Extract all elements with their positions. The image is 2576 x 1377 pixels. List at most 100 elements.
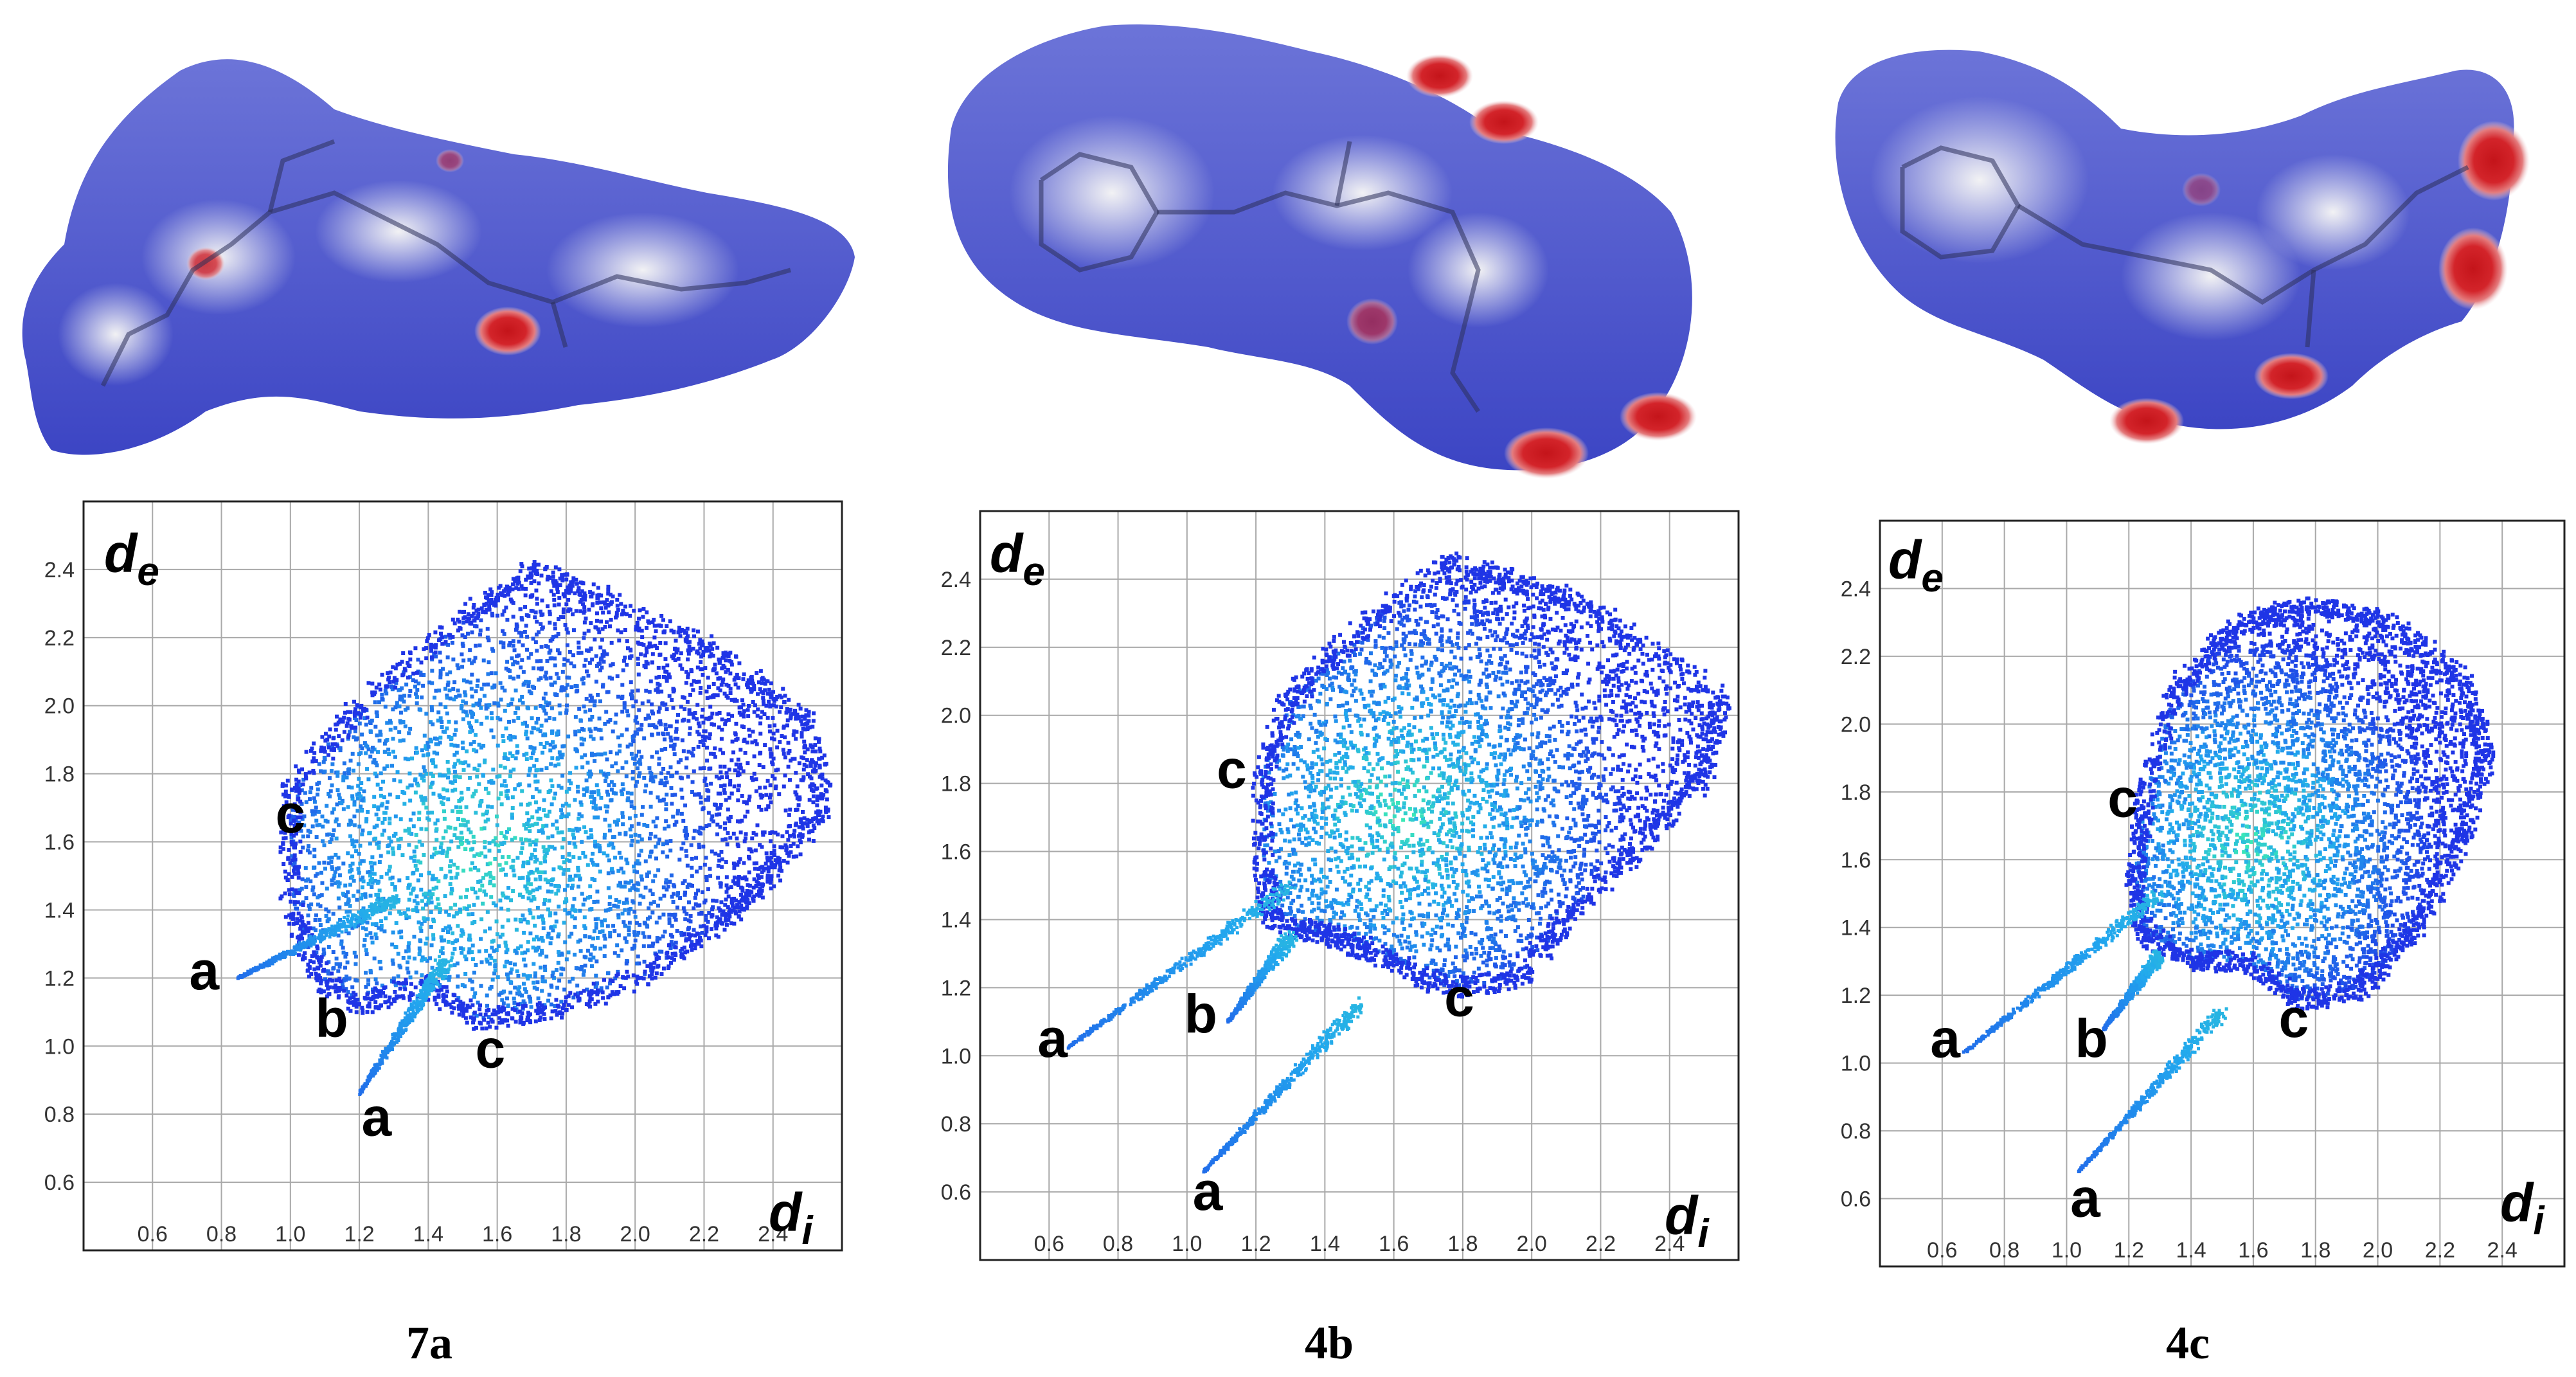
fingerprint-point xyxy=(429,924,433,929)
fingerprint-point xyxy=(384,691,389,696)
fingerprint-point xyxy=(815,786,819,791)
fingerprint-point xyxy=(353,725,358,730)
fingerprint-point xyxy=(515,856,520,860)
fingerprint-point xyxy=(300,788,304,793)
fingerprint-point xyxy=(637,834,641,838)
fingerprint-point xyxy=(344,910,349,914)
fingerprint-point xyxy=(539,741,543,746)
fingerprint-point xyxy=(684,854,689,858)
fingerprint-point xyxy=(760,896,765,900)
fingerprint-point xyxy=(533,610,538,615)
fingerprint-point xyxy=(388,816,392,821)
fingerprint-point xyxy=(577,816,581,821)
fingerprint-point xyxy=(503,593,507,598)
fingerprint-point xyxy=(777,868,782,872)
fingerprint-point xyxy=(368,870,372,874)
fingerprint-point xyxy=(448,636,452,640)
fingerprint-point xyxy=(764,851,769,856)
fingerprint-point xyxy=(362,919,366,924)
fingerprint-point xyxy=(489,711,494,716)
fingerprint-point xyxy=(453,788,458,792)
fingerprint-point xyxy=(382,750,387,754)
fingerprint-point xyxy=(587,608,591,612)
fingerprint-point xyxy=(717,725,721,730)
fingerprint-point xyxy=(490,805,494,809)
fingerprint-point xyxy=(605,598,609,602)
fingerprint-point xyxy=(481,609,485,614)
fingerprint-point xyxy=(751,885,756,890)
fingerprint-point xyxy=(539,573,544,578)
fingerprint-point xyxy=(375,710,379,715)
fingerprint-point xyxy=(636,656,640,661)
fingerprint-point xyxy=(755,692,760,696)
fingerprint-point xyxy=(690,948,694,952)
fingerprint-point xyxy=(316,966,321,971)
fingerprint-point xyxy=(312,847,317,852)
fingerprint-point xyxy=(292,894,296,898)
fingerprint-point xyxy=(608,906,613,911)
fingerprint-point xyxy=(301,845,305,850)
fingerprint-point xyxy=(538,877,542,881)
fingerprint-point xyxy=(724,654,728,658)
fingerprint-point xyxy=(431,760,436,765)
fingerprint-point xyxy=(458,609,462,614)
fingerprint-point xyxy=(821,815,825,819)
fingerprint-point xyxy=(534,633,539,637)
fingerprint-point xyxy=(723,651,728,655)
fingerprint-point xyxy=(728,782,732,787)
fingerprint-point xyxy=(556,934,560,939)
fingerprint-point xyxy=(458,823,463,827)
fingerprint-point xyxy=(463,693,468,698)
fingerprint-point xyxy=(577,827,582,831)
fingerprint-point xyxy=(635,982,640,986)
fingerprint-point xyxy=(577,812,582,816)
fingerprint-point xyxy=(637,961,641,966)
fingerprint-point xyxy=(391,930,395,935)
fingerprint-point xyxy=(581,973,586,977)
fingerprint-point xyxy=(513,710,517,715)
fingerprint-point xyxy=(650,620,655,625)
fingerprint-point xyxy=(520,658,524,662)
fingerprint-point xyxy=(710,849,714,854)
fingerprint-point xyxy=(566,868,571,872)
fingerprint-point xyxy=(558,583,562,588)
fingerprint-point xyxy=(548,941,553,946)
fingerprint-point xyxy=(591,582,596,587)
fingerprint-point xyxy=(616,694,620,699)
fingerprint-point xyxy=(323,867,328,871)
fingerprint-point xyxy=(663,826,667,831)
fingerprint-point xyxy=(327,832,332,836)
fingerprint-point xyxy=(381,991,386,995)
fingerprint-point xyxy=(350,842,355,847)
fingerprint-point xyxy=(608,592,613,597)
fingerprint-point xyxy=(632,864,636,869)
fingerprint-point xyxy=(439,935,443,940)
fingerprint-point xyxy=(522,753,526,757)
fingerprint-point xyxy=(674,820,679,824)
fingerprint-point xyxy=(469,830,473,834)
fingerprint-point xyxy=(595,600,600,605)
fingerprint-point xyxy=(495,932,499,937)
fingerprint-point xyxy=(300,887,304,891)
fingerprint-point xyxy=(543,733,548,737)
fingerprint-point xyxy=(528,974,532,978)
fingerprint-point xyxy=(595,618,599,623)
fingerprint-point xyxy=(595,843,600,847)
fingerprint-point xyxy=(666,732,670,736)
fingerprint-point xyxy=(756,876,761,880)
fingerprint-point xyxy=(685,950,690,954)
fingerprint-point xyxy=(696,888,701,893)
fingerprint-point xyxy=(656,795,660,800)
fingerprint-point xyxy=(452,862,456,867)
fingerprint-point xyxy=(516,1002,521,1007)
fingerprint-point xyxy=(638,771,642,775)
fingerprint-point xyxy=(331,912,335,916)
fingerprint-point xyxy=(533,878,538,882)
fingerprint-point xyxy=(717,661,722,665)
fingerprint-point xyxy=(419,827,424,831)
fingerprint-point xyxy=(628,655,632,660)
fingerprint-point xyxy=(541,939,545,943)
fingerprint-point xyxy=(672,892,676,896)
fingerprint-point xyxy=(325,961,329,966)
fingerprint-point xyxy=(584,778,589,782)
